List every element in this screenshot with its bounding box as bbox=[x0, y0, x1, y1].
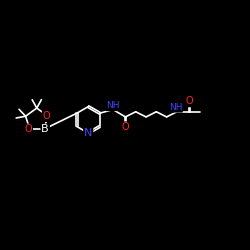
Text: NH: NH bbox=[169, 103, 182, 112]
Text: O: O bbox=[43, 111, 50, 121]
Text: O: O bbox=[122, 122, 129, 132]
Text: B: B bbox=[41, 124, 49, 134]
Text: N: N bbox=[84, 128, 92, 138]
Text: NH: NH bbox=[106, 102, 120, 110]
Text: O: O bbox=[186, 96, 193, 106]
Text: O: O bbox=[24, 124, 32, 134]
